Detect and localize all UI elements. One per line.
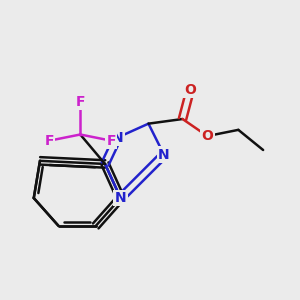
Text: N: N <box>158 148 170 162</box>
Text: F: F <box>106 134 116 148</box>
Text: F: F <box>44 134 54 148</box>
Text: N: N <box>115 191 126 205</box>
Text: N: N <box>112 130 123 145</box>
Text: O: O <box>201 129 213 143</box>
Text: F: F <box>76 95 85 109</box>
Text: O: O <box>184 82 196 97</box>
